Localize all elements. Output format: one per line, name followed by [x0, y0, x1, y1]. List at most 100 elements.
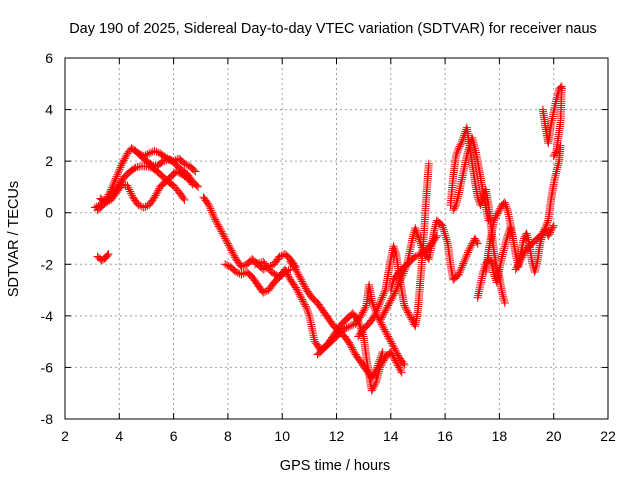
data-point	[367, 296, 376, 305]
data-point	[298, 295, 307, 304]
data-point	[285, 274, 294, 283]
x-tick-label: 2	[61, 428, 69, 444]
data-point	[489, 216, 498, 225]
data-point	[494, 207, 503, 216]
data-point	[460, 257, 469, 266]
data-point	[372, 375, 381, 384]
data-point	[101, 198, 110, 207]
data-point	[502, 202, 511, 211]
data-point	[519, 249, 528, 258]
data-point	[499, 246, 508, 255]
data-point	[292, 267, 301, 276]
data-point	[516, 256, 525, 265]
data-point	[439, 225, 448, 234]
data-point	[192, 181, 201, 190]
data-point	[408, 234, 417, 243]
data-point	[455, 142, 464, 151]
data-point	[468, 133, 477, 142]
data-point	[442, 233, 451, 242]
data-point	[498, 250, 507, 259]
data-point	[512, 263, 521, 272]
data-point	[367, 373, 376, 382]
data-point	[296, 274, 305, 283]
data-point	[150, 146, 159, 155]
data-point	[222, 236, 231, 245]
data-point	[543, 218, 552, 227]
data-point	[296, 292, 305, 301]
data-point	[300, 282, 309, 291]
data-point	[360, 304, 369, 313]
data-point	[130, 164, 139, 173]
data-point	[103, 251, 112, 260]
data-point	[268, 269, 277, 278]
data-point	[369, 313, 378, 322]
data-point	[542, 220, 551, 229]
data-point	[136, 150, 145, 159]
data-point	[491, 213, 500, 222]
data-point	[349, 347, 358, 356]
data-point	[222, 237, 231, 246]
data-point	[406, 313, 415, 322]
data-point	[160, 152, 169, 161]
data-point	[381, 327, 390, 336]
data-point	[210, 213, 219, 222]
data-point	[400, 360, 409, 369]
data-point	[356, 311, 365, 320]
data-point	[369, 300, 378, 309]
data-point	[402, 304, 411, 313]
data-point	[293, 286, 302, 295]
data-point	[501, 200, 510, 209]
data-point	[511, 265, 520, 274]
data-point	[230, 266, 239, 275]
data-point	[498, 290, 507, 299]
data-point	[387, 339, 396, 348]
data-point	[377, 313, 386, 322]
data-point	[401, 303, 410, 312]
data-point	[453, 146, 462, 155]
data-point	[530, 268, 539, 277]
data-point	[441, 231, 450, 240]
data-point	[412, 228, 421, 237]
data-point	[280, 265, 289, 274]
data-point	[275, 252, 284, 261]
data-point	[531, 263, 540, 272]
data-point	[218, 229, 227, 238]
data-point	[207, 206, 216, 215]
data-point	[346, 341, 355, 350]
data-point	[374, 359, 383, 368]
data-point	[145, 149, 154, 158]
data-point	[456, 266, 465, 275]
data-point	[467, 241, 476, 250]
data-point	[463, 250, 472, 259]
data-point	[221, 260, 230, 269]
data-point	[232, 268, 241, 277]
data-point	[461, 254, 470, 263]
data-point	[389, 242, 398, 251]
data-point	[233, 268, 242, 277]
data-point	[440, 227, 449, 236]
data-point	[215, 224, 224, 233]
data-point	[536, 239, 545, 248]
data-point	[538, 229, 547, 238]
data-point	[451, 202, 460, 211]
x-tick-label: 20	[546, 428, 562, 444]
data-point	[339, 326, 348, 335]
data-point	[372, 308, 381, 317]
data-point	[204, 200, 213, 209]
data-point	[370, 311, 379, 320]
data-point	[184, 161, 193, 170]
data-point	[414, 233, 423, 242]
data-point	[376, 315, 385, 324]
data-point	[290, 263, 299, 272]
data-point	[378, 322, 387, 331]
data-point	[379, 291, 388, 300]
data-point	[383, 303, 392, 312]
data-point	[462, 151, 471, 160]
data-point	[373, 361, 382, 370]
data-point	[403, 308, 412, 317]
data-point	[220, 232, 229, 241]
data-point	[369, 370, 378, 379]
data-point	[460, 255, 469, 264]
data-point	[123, 181, 132, 190]
data-point	[179, 158, 188, 167]
